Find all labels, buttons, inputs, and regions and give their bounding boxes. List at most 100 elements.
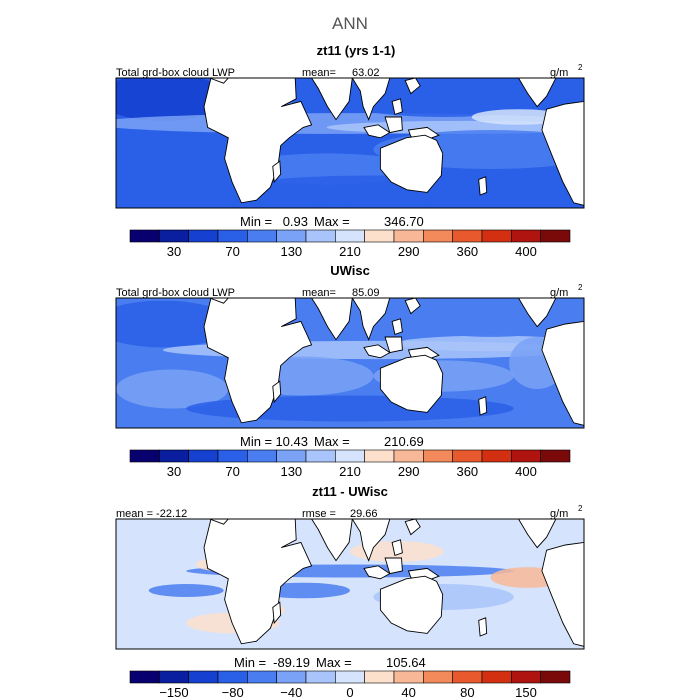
panel-0-map — [116, 78, 584, 208]
panel-2-max-value: 105.64 — [386, 655, 426, 670]
panel-1-colorbar-tick-label-4: 290 — [398, 464, 420, 479]
panel-2-landmass-2 — [311, 519, 353, 562]
panel-1-colorbar-swatch-11 — [452, 449, 483, 463]
panel-2-colorbar-tick-label-5: 80 — [460, 685, 474, 700]
panel-0-colorbar-swatch-3 — [217, 229, 248, 243]
panel-1-field-region-6 — [420, 311, 561, 337]
panel-0-colorbar-tick-label-2: 130 — [280, 244, 302, 259]
panel-0-landmass-1 — [272, 160, 282, 184]
panel-2-landmass-8 — [541, 541, 584, 647]
panel-2-colorbar-swatch-1 — [159, 670, 189, 684]
panel-0-landmass-12 — [478, 176, 488, 196]
panel-1-mean-value: 85.09 — [352, 287, 380, 299]
panel-2-landmass-3 — [351, 519, 391, 562]
panel-2-colorbar: −150 −80 −40 0 40 80 150 — [129, 670, 571, 700]
panel-2-colorbar-swatch-10 — [423, 670, 453, 684]
panel-1-landmass-5 — [384, 336, 403, 354]
panel-1-landmass-12 — [478, 396, 488, 416]
panel-1-colorbar-swatch-4 — [247, 449, 277, 463]
panel-0-colorbar-swatch-5 — [276, 229, 307, 243]
panel-0-colorbar-swatch-1 — [159, 229, 189, 243]
panel-1-colorbar-swatch-13 — [511, 449, 541, 463]
panel-1-colorbar-swatch-2 — [188, 449, 219, 463]
panel-2-landmass-13 — [209, 519, 229, 525]
panel-2-mean-label: rmse = — [302, 508, 336, 520]
panel-1-colorbar-tick-label-1: 70 — [225, 464, 239, 479]
panel-0-landmass-3 — [351, 78, 391, 121]
panel-0-max-label: Max = — [314, 214, 350, 229]
panel-1-land — [203, 298, 584, 426]
panel-1-colorbar: 30 70 130 210 290 360 400 — [129, 449, 571, 479]
panel-0-min-value: 0.93 — [283, 214, 308, 229]
panel-2-colorbar-swatch-13 — [511, 670, 541, 684]
panel-0-field-region-4 — [116, 136, 229, 176]
panel-2-field-region-1 — [148, 584, 224, 597]
panel-0-landmass-4 — [363, 124, 391, 139]
panel-2-colorbar-swatch-6 — [305, 670, 336, 684]
panel-0-landmass-9 — [517, 78, 557, 108]
panel-2-colorbar-swatch-7 — [335, 670, 365, 684]
panel-2-landmass-12 — [478, 617, 488, 637]
panel-1-frame — [115, 297, 585, 429]
panel-2-colorbar-swatch-12 — [481, 670, 512, 684]
panel-2-colorbar-tick-label-3: 0 — [346, 685, 353, 700]
panel-1-landmass-7 — [379, 354, 444, 413]
panel-1-colorbar-tick-label-3: 210 — [339, 464, 361, 479]
panel-0-colorbar-tick-label-3: 210 — [339, 244, 361, 259]
panel-0-landmass-5 — [384, 116, 403, 134]
panel-0-min-label: Min = — [240, 214, 272, 229]
panel-2-colorbar-swatch-11 — [452, 670, 483, 684]
panel-1-field-region-0 — [116, 300, 233, 348]
panel-1-landmass-9 — [517, 298, 557, 328]
panel-2-colorbar-tick-label-0: −150 — [159, 685, 188, 700]
panel-2-colorbar-swatch-9 — [393, 670, 424, 684]
panel-0-landmass-7 — [379, 134, 444, 193]
panel-0-field-region-0 — [116, 78, 229, 121]
panel-1-min-value: 10.43 — [275, 434, 308, 449]
panel-0-landmass-8 — [541, 100, 584, 206]
panel-1: UWisc Total grd-box cloud LWP mean= 85.0… — [115, 263, 585, 479]
panel-1-units: g/m — [550, 287, 568, 299]
panel-2-colorbar-swatch-14 — [540, 670, 571, 684]
panel-1-colorbar-tick-label-2: 130 — [280, 464, 302, 479]
panel-1-landmass-1 — [272, 380, 282, 404]
panel-2-colorbar-tick-label-2: −40 — [280, 685, 302, 700]
panel-2-landmass-5 — [384, 557, 403, 575]
panel-0-colorbar-tick-label-4: 290 — [398, 244, 420, 259]
panel-2-min-value: -89.19 — [273, 655, 310, 670]
panel-1-colorbar-tick-label-5: 360 — [456, 464, 478, 479]
panel-0-landmass-2 — [311, 78, 353, 121]
panel-0-land — [203, 78, 584, 206]
panel-0-subtitle: zt11 (yrs 1-1) — [317, 43, 396, 58]
panel-0-colorbar-swatch-8 — [364, 229, 395, 243]
panel-2-max-label: Max = — [316, 655, 352, 670]
panel-1-map — [116, 298, 584, 428]
panel-1-units-exp: 2 — [578, 283, 583, 292]
panel-1-landmass-4 — [363, 344, 391, 359]
panel-0-colorbar-tick-label-0: 30 — [167, 244, 181, 259]
panel-2-colorbar-swatch-4 — [247, 670, 277, 684]
panel-0-colorbar-swatch-2 — [188, 229, 219, 243]
panel-2-colorbar-tick-label-1: −80 — [222, 685, 244, 700]
panel-1-landmass-11 — [391, 318, 403, 335]
panel-0-colorbar-swatch-13 — [511, 229, 541, 243]
panel-0-field-region-9 — [233, 175, 514, 202]
panel-2-subtitle: zt11 - UWisc — [312, 484, 388, 499]
panel-1-subtitle: UWisc — [330, 263, 370, 278]
panel-1-min-label: Min = — [240, 434, 272, 449]
panel-2-colorbar-tick-label-6: 150 — [515, 685, 537, 700]
panel-1-colorbar-swatch-8 — [364, 449, 395, 463]
panel-2-colorbar-tick-label-4: 40 — [401, 685, 415, 700]
panel-2-left-label: mean = -22.12 — [116, 508, 187, 520]
panel-1-landmass-3 — [351, 298, 391, 341]
panel-0-mean-value: 63.02 — [352, 67, 380, 79]
panel-0-colorbar-swatch-10 — [423, 229, 453, 243]
panel-2-units-exp: 2 — [578, 504, 583, 513]
panel-2-land — [203, 519, 584, 647]
panel-0-units-exp: 2 — [578, 63, 583, 72]
panel-1-mean-label: mean= — [302, 287, 336, 299]
panel-0-colorbar-tick-label-5: 360 — [456, 244, 478, 259]
panel-0-colorbar: 30 70 130 210 290 360 400 — [129, 229, 571, 259]
panel-0-colorbar-swatch-4 — [247, 229, 277, 243]
